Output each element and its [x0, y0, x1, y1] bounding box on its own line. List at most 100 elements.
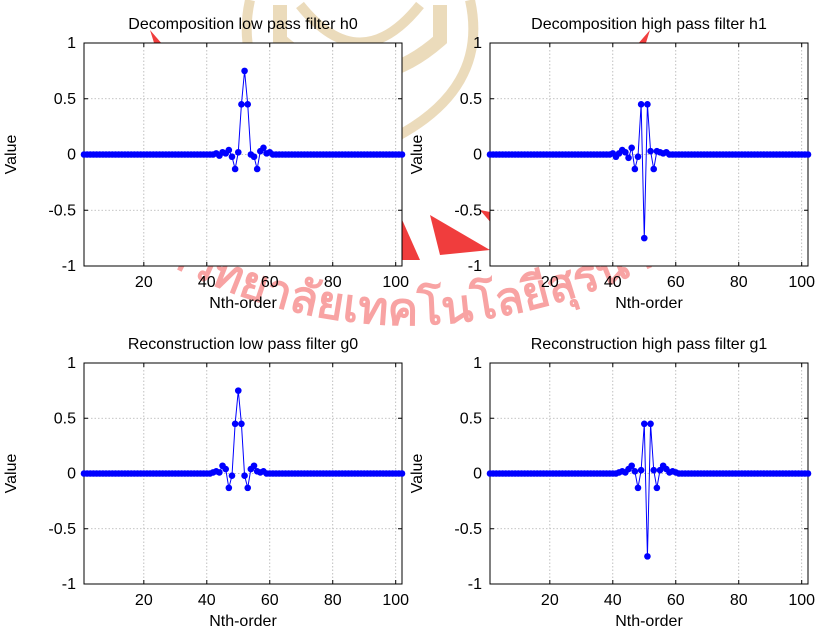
- x-tick-label: 60: [667, 592, 685, 609]
- y-tick-label: -1: [62, 576, 76, 593]
- data-point: [228, 153, 236, 161]
- x-axis-label: Nth-order: [209, 295, 277, 312]
- data-point: [398, 151, 406, 158]
- y-tick-label: -0.5: [48, 521, 76, 538]
- subplot-reconstruction-high-pass-g1: 20 40 60 80 100 -1 -0.5 0 0.5 1 Reconstruction hig…: [409, 336, 815, 630]
- x-axis-label: Nth-order: [209, 613, 277, 630]
- data-point: [234, 387, 242, 394]
- y-tick-label: 0: [473, 466, 482, 483]
- subplot-title: Reconstruction high pass filter g1: [531, 336, 768, 353]
- data-point: [631, 165, 639, 173]
- y-tick-label: 0.5: [460, 410, 482, 427]
- x-tick-label: 100: [382, 274, 409, 291]
- data-point: [628, 144, 635, 152]
- data-point: [250, 462, 258, 470]
- y-tick-label: 1: [473, 355, 482, 372]
- data-point: [628, 462, 635, 470]
- data-point: [622, 148, 629, 156]
- y-tick-label: -1: [468, 576, 482, 593]
- data-point: [241, 67, 248, 75]
- data-point: [238, 420, 245, 428]
- subplot-decomposition-low-pass-h0: 20 40 60 80 100 -1 -0.5 0 0.5 1 Decomposition low …: [3, 16, 409, 312]
- data-point: [225, 146, 233, 154]
- y-tick-label: 0.5: [54, 410, 76, 427]
- x-tick-label: 20: [135, 274, 153, 291]
- x-tick-label: 40: [198, 274, 216, 291]
- data-point: [650, 466, 658, 474]
- data-point: [650, 165, 658, 173]
- y-tick-label: 0: [473, 147, 482, 164]
- data-point: [231, 165, 239, 173]
- x-tick-label: 100: [382, 592, 409, 609]
- data-point: [231, 420, 239, 428]
- data-point: [260, 144, 267, 152]
- data-point: [225, 484, 233, 492]
- data-point: [653, 484, 661, 492]
- data-point: [634, 153, 642, 161]
- y-tick-label: 0: [67, 466, 76, 483]
- x-tick-label: 20: [541, 592, 559, 609]
- x-tick-label: 80: [324, 274, 342, 291]
- y-tick-label: -0.5: [48, 202, 76, 219]
- data-point: [804, 151, 812, 158]
- data-point: [637, 101, 645, 108]
- subplot-decomposition-high-pass-h1: 20 40 60 80 100 -1 -0.5 0 0.5 1 Decomposition high…: [409, 16, 815, 312]
- x-axis-label: Nth-order: [615, 613, 683, 630]
- x-axis-label: Nth-order: [615, 295, 683, 312]
- y-tick-label: 1: [67, 355, 76, 372]
- y-tick-label: -0.5: [454, 202, 482, 219]
- y-axis-label: Value: [3, 454, 20, 494]
- data-point: [244, 101, 252, 108]
- y-tick-label: 1: [67, 35, 76, 52]
- y-tick-label: 0: [67, 147, 76, 164]
- data-point: [631, 467, 639, 475]
- data-point: [637, 466, 645, 474]
- y-axis-label: Value: [3, 135, 20, 175]
- x-tick-label: 20: [135, 592, 153, 609]
- x-tick-label: 80: [730, 274, 748, 291]
- y-tick-label: 1: [473, 35, 482, 52]
- x-tick-label: 100: [788, 592, 815, 609]
- x-tick-label: 80: [730, 592, 748, 609]
- data-point: [804, 470, 812, 477]
- y-tick-label: -1: [468, 258, 482, 275]
- y-tick-label: -1: [62, 258, 76, 275]
- data-point: [647, 420, 654, 428]
- subplot-title: Decomposition high pass filter h1: [531, 16, 767, 33]
- data-point: [647, 147, 654, 155]
- data-point: [241, 472, 248, 480]
- data-point: [222, 465, 229, 473]
- x-tick-label: 60: [261, 274, 279, 291]
- y-axis-label: Value: [409, 135, 426, 175]
- data-point: [253, 165, 261, 173]
- y-axis-label: Value: [409, 454, 426, 494]
- data-point: [644, 101, 651, 108]
- data-point: [250, 153, 258, 161]
- data-point: [216, 469, 223, 476]
- y-tick-label: -0.5: [454, 521, 482, 538]
- x-tick-label: 40: [604, 592, 622, 609]
- data-point: [234, 148, 242, 156]
- data-point: [640, 234, 648, 242]
- subplot-title: Reconstruction low pass filter g0: [128, 336, 358, 353]
- data-point: [228, 472, 236, 480]
- data-point: [625, 154, 632, 162]
- data-point: [244, 484, 252, 492]
- data-point: [640, 420, 648, 428]
- y-tick-label: 0.5: [460, 91, 482, 108]
- subplot-reconstruction-low-pass-g0: 20 40 60 80 100 -1 -0.5 0 0.5 1 Reconstruction low…: [3, 336, 409, 630]
- data-point: [398, 470, 406, 477]
- x-tick-label: 40: [198, 592, 216, 609]
- x-tick-label: 100: [788, 274, 815, 291]
- data-point: [634, 484, 642, 492]
- x-tick-label: 80: [324, 592, 342, 609]
- x-tick-label: 20: [541, 274, 559, 291]
- y-tick-label: 0.5: [54, 91, 76, 108]
- subplot-title: Decomposition low pass filter h0: [128, 16, 358, 33]
- x-tick-label: 60: [261, 592, 279, 609]
- data-point: [238, 101, 245, 108]
- x-tick-label: 60: [667, 274, 685, 291]
- x-tick-label: 40: [604, 274, 622, 291]
- data-point: [644, 553, 651, 560]
